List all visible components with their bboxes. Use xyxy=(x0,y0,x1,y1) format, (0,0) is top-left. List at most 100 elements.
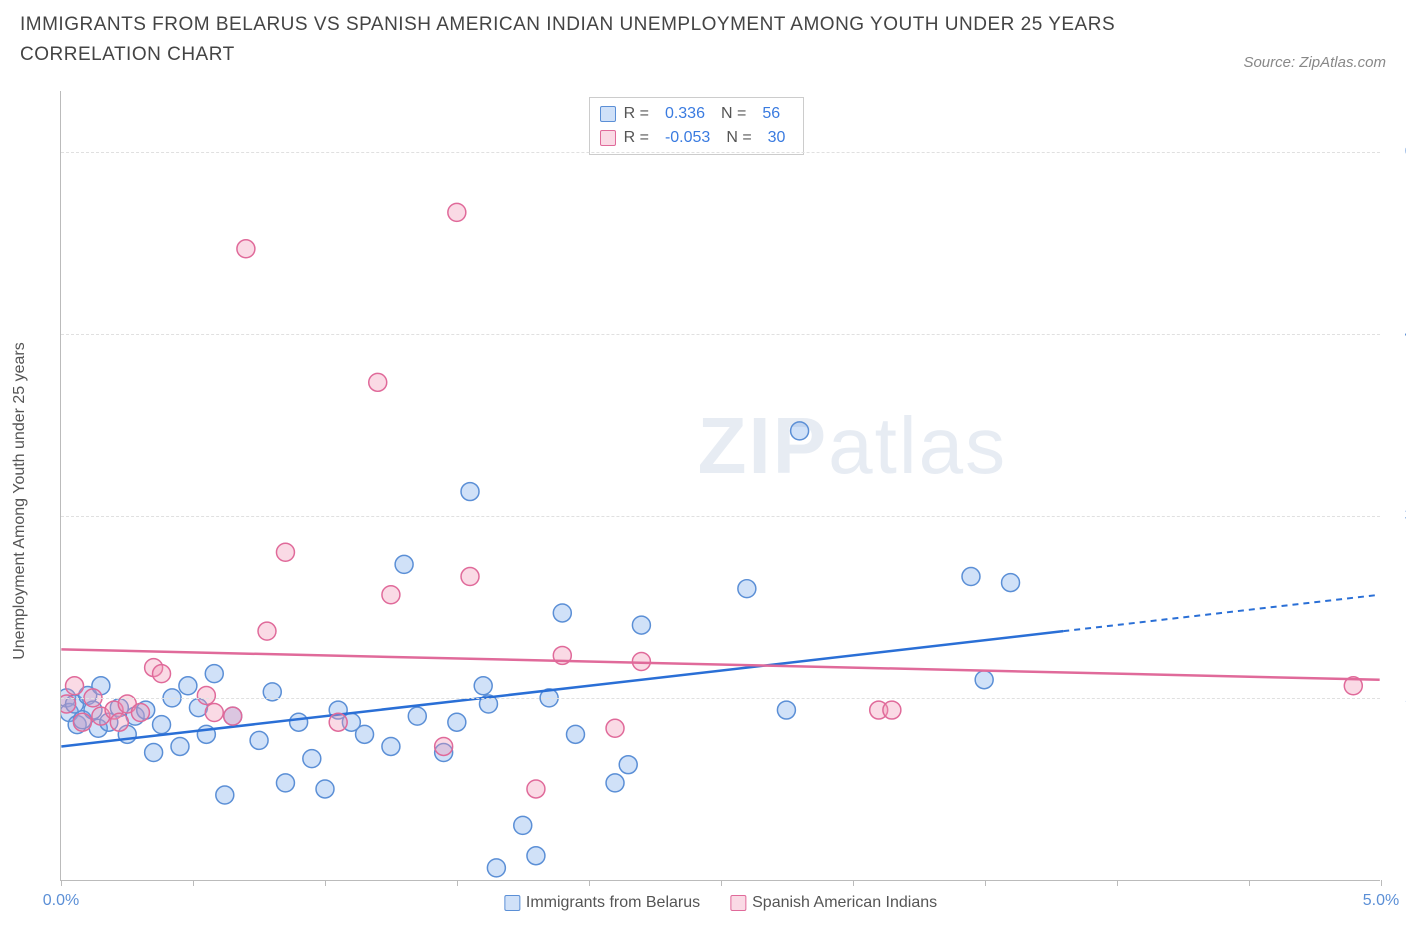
scatter-point xyxy=(448,203,466,221)
x-tick xyxy=(589,880,590,886)
legend-n-value: 30 xyxy=(768,129,786,147)
scatter-point xyxy=(92,707,110,725)
scatter-point xyxy=(870,701,888,719)
scatter-point xyxy=(66,695,84,713)
scatter-point xyxy=(553,646,571,664)
y-tick-label: 45.0% xyxy=(1390,325,1406,343)
scatter-point xyxy=(619,755,637,773)
trend-line xyxy=(61,649,1379,679)
scatter-point xyxy=(105,701,123,719)
x-tick xyxy=(61,880,62,886)
legend-stat-row: R =0.336N =56 xyxy=(600,102,794,126)
x-tick-label: 0.0% xyxy=(43,892,79,910)
scatter-point xyxy=(632,616,650,634)
x-tick xyxy=(457,880,458,886)
legend-series-label: Spanish American Indians xyxy=(752,894,937,912)
scatter-point xyxy=(461,567,479,585)
trend-line-dashed xyxy=(1063,595,1379,631)
scatter-point xyxy=(487,859,505,877)
scatter-point xyxy=(435,737,453,755)
scatter-point xyxy=(179,677,197,695)
scatter-point xyxy=(276,543,294,561)
legend-series-item: Immigrants from Belarus xyxy=(504,894,700,912)
scatter-point xyxy=(1002,573,1020,591)
y-tick-label: 60.0% xyxy=(1390,143,1406,161)
scatter-point xyxy=(137,701,155,719)
scatter-point xyxy=(448,713,466,731)
scatter-point xyxy=(566,725,584,743)
scatter-point xyxy=(962,567,980,585)
scatter-point xyxy=(369,373,387,391)
legend-swatch xyxy=(600,106,616,122)
source-label: Source: ZipAtlas.com xyxy=(1243,54,1386,71)
x-tick xyxy=(325,880,326,886)
watermark-bold: ZIP xyxy=(698,401,828,490)
scatter-point xyxy=(606,774,624,792)
x-tick xyxy=(853,880,854,886)
gridline xyxy=(61,698,1380,699)
scatter-point xyxy=(118,695,136,713)
scatter-point xyxy=(606,719,624,737)
plot-area: ZIPatlas R =0.336N =56R =-0.053N =30 Imm… xyxy=(60,91,1380,881)
legend-r-value: -0.053 xyxy=(665,129,710,147)
legend-swatch xyxy=(600,130,616,146)
trend-line xyxy=(61,631,1063,746)
scatter-point xyxy=(1344,677,1362,695)
scatter-point xyxy=(197,725,215,743)
y-tick-label: 15.0% xyxy=(1390,689,1406,707)
scatter-point xyxy=(461,482,479,500)
scatter-point xyxy=(329,701,347,719)
scatter-point xyxy=(329,713,347,731)
x-tick xyxy=(1249,880,1250,886)
scatter-point xyxy=(408,707,426,725)
chart-title: IMMIGRANTS FROM BELARUS VS SPANISH AMERI… xyxy=(20,10,1120,71)
scatter-point xyxy=(197,686,215,704)
scatter-point xyxy=(777,701,795,719)
legend-n-label: N = xyxy=(721,105,746,123)
scatter-point xyxy=(316,780,334,798)
scatter-point xyxy=(131,703,149,721)
legend-series: Immigrants from Belarus Spanish American … xyxy=(504,894,937,912)
scatter-point xyxy=(79,686,97,704)
scatter-point xyxy=(553,604,571,622)
scatter-point xyxy=(66,677,84,695)
scatter-point xyxy=(290,713,308,731)
chart-container: Unemployment Among Youth under 25 years … xyxy=(0,71,1406,930)
scatter-point xyxy=(224,707,242,725)
scatter-point xyxy=(382,586,400,604)
y-tick-label: 30.0% xyxy=(1390,507,1406,525)
scatter-point xyxy=(356,725,374,743)
legend-swatch xyxy=(504,895,520,911)
scatter-point xyxy=(73,713,91,731)
scatter-point xyxy=(205,664,223,682)
legend-series-item: Spanish American Indians xyxy=(730,894,937,912)
chart-svg xyxy=(61,91,1380,880)
scatter-point xyxy=(61,695,76,713)
gridline xyxy=(61,334,1380,335)
scatter-point xyxy=(189,698,207,716)
scatter-point xyxy=(224,707,242,725)
x-tick-label: 5.0% xyxy=(1363,892,1399,910)
scatter-point xyxy=(514,816,532,834)
scatter-point xyxy=(738,579,756,597)
scatter-point xyxy=(883,701,901,719)
scatter-point xyxy=(84,701,102,719)
legend-r-value: 0.336 xyxy=(665,105,705,123)
scatter-point xyxy=(118,725,136,743)
scatter-point xyxy=(975,671,993,689)
x-tick xyxy=(193,880,194,886)
scatter-point xyxy=(205,703,223,721)
scatter-point xyxy=(153,664,171,682)
scatter-point xyxy=(145,743,163,761)
legend-stat-row: R =-0.053N =30 xyxy=(600,126,794,150)
scatter-point xyxy=(92,677,110,695)
legend-series-label: Immigrants from Belarus xyxy=(526,894,700,912)
legend-stats: R =0.336N =56R =-0.053N =30 xyxy=(589,97,805,155)
scatter-point xyxy=(303,749,321,767)
gridline xyxy=(61,152,1380,153)
watermark: ZIPatlas xyxy=(698,400,1007,492)
scatter-point xyxy=(171,737,189,755)
scatter-point xyxy=(342,713,360,731)
scatter-point xyxy=(126,707,144,725)
gridline xyxy=(61,516,1380,517)
